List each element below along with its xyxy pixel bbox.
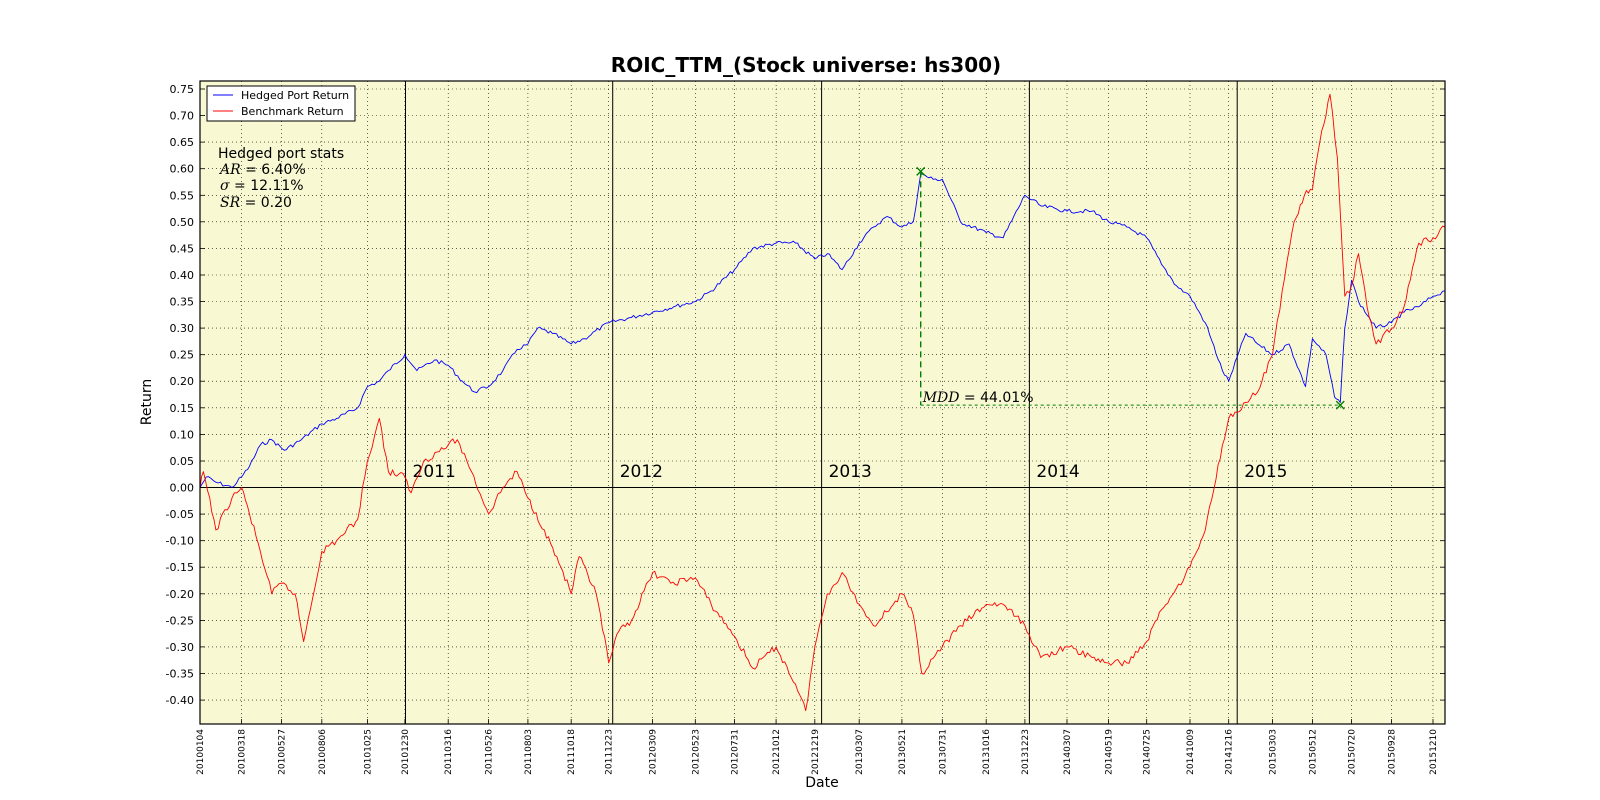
year-label: 2015	[1244, 462, 1287, 482]
hedged-return-line	[199, 173, 1446, 488]
x-tick-label: 20120309	[649, 729, 659, 775]
y-tick-label: -0.05	[166, 508, 194, 521]
stats-box: Hedged port stats AR = 6.40% σ = 12.11% …	[218, 146, 344, 211]
year-boundaries: 2011 2012 2013 2014 2015	[405, 81, 1287, 724]
plot-area	[200, 81, 1445, 724]
y-tick-label: -0.30	[166, 641, 194, 654]
x-tick-label: 20130521	[898, 729, 908, 775]
year-label: 2013	[829, 462, 872, 482]
x-tick-label: 20100104	[196, 729, 206, 775]
x-tick-label: 20100806	[318, 729, 328, 775]
y-tick-label: 0.55	[170, 189, 195, 202]
x-tick-label: 20150303	[1269, 729, 1279, 775]
y-tick-label: 0.70	[170, 110, 195, 123]
y-tick-label: 0.25	[170, 349, 195, 362]
stats-sr-value: 0.20	[261, 195, 292, 211]
y-tick-label: -0.40	[166, 694, 194, 707]
legend: Hedged Port Return Benchmark Return	[206, 85, 356, 122]
chart-title: ROIC_TTM_(Stock universe: hs300)	[611, 53, 1001, 77]
stats-sr-label: SR =	[220, 195, 261, 211]
x-tick-label: 20140519	[1105, 729, 1115, 775]
x-tick-label: 20110803	[524, 729, 534, 775]
series-layer	[199, 93, 1446, 712]
legend-box	[206, 85, 356, 122]
stats-ar-label: AR =	[218, 162, 261, 178]
year-label: 2012	[620, 462, 663, 482]
x-tick-label: 20140725	[1143, 729, 1153, 775]
x-tick-label: 20141009	[1186, 729, 1196, 775]
x-tick-label: 20130731	[938, 729, 948, 775]
x-tick-label: 20151210	[1429, 729, 1439, 775]
stats-sigma-value: 12.11%	[250, 178, 303, 194]
year-label: 2011	[413, 462, 456, 482]
x-tick-label: 20140307	[1063, 729, 1073, 775]
y-tick-label: 0.00	[170, 482, 195, 495]
x-tick-label: 20110526	[485, 729, 495, 775]
stats-title: Hedged port stats	[218, 146, 344, 162]
y-axis-ticks: 0.75 0.70 0.65 0.60 0.55 0.50 0.45 0.40 0.35 0.30…	[166, 83, 1445, 707]
stats-ar: AR = 6.40%	[218, 162, 306, 178]
stats-sigma-label: σ =	[220, 178, 250, 194]
x-tick-label: 20101230	[401, 729, 411, 775]
legend-label-hedged: Hedged Port Return	[241, 89, 349, 102]
x-tick-label: 20100318	[238, 729, 248, 775]
plot-frame	[199, 80, 1446, 725]
y-tick-label: 0.05	[170, 455, 195, 468]
x-tick-label: 20130307	[855, 729, 865, 775]
x-tick-label: 20150928	[1388, 729, 1398, 775]
benchmark-return-line	[199, 93, 1446, 712]
x-tick-label: 20120523	[691, 729, 701, 775]
stats-sigma: σ = 12.11%	[220, 178, 304, 194]
y-tick-label: -0.35	[166, 668, 194, 681]
y-tick-label: 0.50	[170, 216, 195, 229]
x-tick-label: 20120731	[731, 729, 741, 775]
x-tick-label: 20121219	[811, 729, 821, 775]
mdd-label-value: 44.01%	[980, 390, 1033, 406]
x-tick-label: 20131223	[1021, 729, 1031, 775]
y-tick-label: -0.10	[166, 535, 194, 548]
y-tick-label: 0.75	[170, 83, 195, 96]
x-tick-label: 20150512	[1308, 729, 1318, 775]
y-tick-label: -0.15	[166, 561, 194, 574]
year-label: 2014	[1036, 462, 1079, 482]
x-tick-label: 20111018	[567, 729, 577, 775]
mdd-label: MDD = 44.01%	[922, 390, 1034, 406]
x-tick-label: 20141216	[1225, 729, 1235, 775]
y-tick-label: -0.25	[166, 614, 194, 627]
y-tick-label: 0.20	[170, 375, 195, 388]
x-tick-label: 20150720	[1348, 729, 1358, 775]
y-tick-label: 0.45	[170, 242, 195, 255]
mdd-label-prefix: MDD =	[922, 390, 980, 406]
x-tick-label: 20101025	[363, 729, 373, 775]
x-tick-label: 20121012	[772, 729, 782, 775]
mdd-trough-marker	[1335, 400, 1345, 410]
stats-ar-value: 6.40%	[261, 162, 305, 178]
mdd-peak-marker	[916, 166, 926, 176]
mdd-annotation: MDD = 44.01%	[916, 166, 1345, 410]
x-tick-label: 20131016	[982, 729, 992, 775]
x-tick-label: 20110316	[444, 729, 454, 775]
y-tick-label: 0.15	[170, 402, 195, 415]
legend-label-benchmark: Benchmark Return	[241, 105, 344, 118]
y-tick-label: 0.40	[170, 269, 195, 282]
y-tick-label: 0.30	[170, 322, 195, 335]
y-axis-label: Return	[139, 379, 155, 425]
y-tick-label: 0.60	[170, 163, 195, 176]
y-tick-label: -0.20	[166, 588, 194, 601]
x-axis-ticks: 20100104 20100318 20100527 20100806 20101025…	[196, 719, 1439, 775]
y-tick-label: 0.10	[170, 428, 195, 441]
x-tick-label: 20100527	[277, 729, 287, 775]
x-tick-label: 20111223	[605, 729, 615, 775]
stats-sr: SR = 0.20	[220, 195, 292, 211]
y-tick-label: 0.35	[170, 296, 195, 309]
y-tick-label: 0.65	[170, 136, 195, 149]
x-axis-label: Date	[805, 775, 838, 791]
